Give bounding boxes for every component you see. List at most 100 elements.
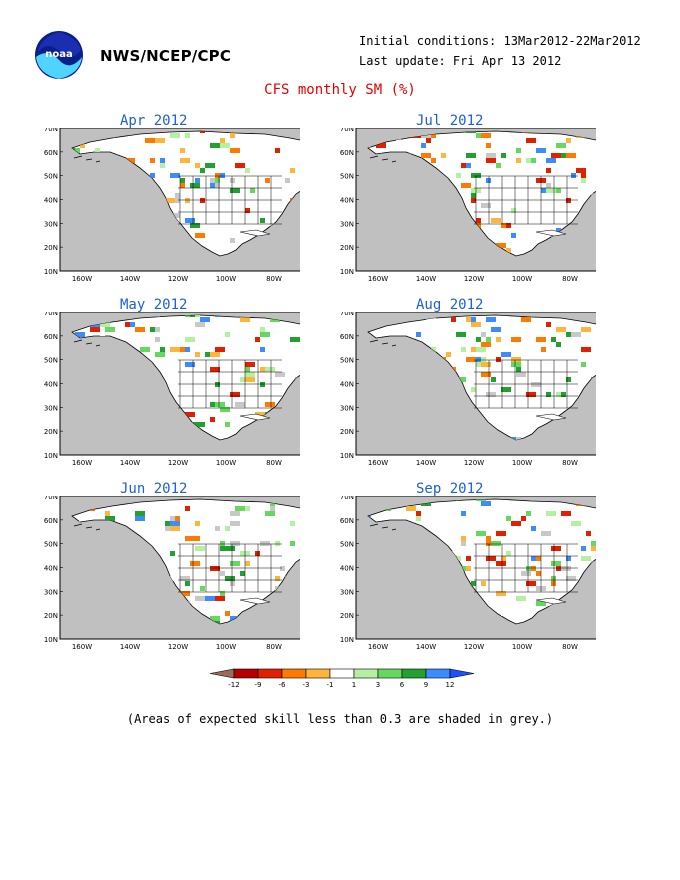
colorbar-swatch [401,668,427,679]
lon-tick-label: 100W [512,459,532,467]
lon-tick-label: 160W [72,275,92,283]
lat-tick-label: 60N [340,517,354,525]
map-panel: Sep 2012 70N 60N 50N 40N 30N 20N 10N 160W 140W 120… [340,481,656,651]
land-area [367,130,596,257]
map-panel: Aug 2012 70N 60N 50N 40N 30N 20N 10N 160W 140W 120… [340,297,656,467]
lon-tick-label: 100W [512,643,532,651]
political-boundaries [178,175,282,225]
lat-tick-label: 70N [340,496,354,501]
lon-tick-label: 80W [562,275,578,283]
lon-tick-label: 120W [464,643,484,651]
land-area [367,498,596,625]
lat-tick-label: 10N [44,636,58,644]
lat-tick-label: 10N [44,452,58,460]
lon-tick-label: 160W [368,459,388,467]
lon-tick-label: 120W [464,459,484,467]
lon-tick-label: 140W [416,459,436,467]
lon-tick-label: 80W [562,459,578,467]
colorbar-swatch [281,668,307,679]
political-boundaries [474,543,578,593]
lat-tick-label: 20N [340,244,354,252]
lat-tick-label: 20N [340,612,354,620]
lon-tick-label: 80W [266,459,282,467]
colorbar-swatch [449,668,475,679]
colorbar-tick-label: -9 [255,681,262,689]
colorbar-swatch [377,668,403,679]
panel-title: May 2012 [120,297,188,313]
lat-tick-label: 50N [44,357,58,365]
political-boundaries [178,359,282,409]
political-boundaries [474,175,578,225]
lon-tick-label: 140W [416,275,436,283]
lon-tick-label: 140W [120,643,140,651]
page-title: CFS monthly SM (%) [264,82,416,98]
lon-tick-label: 160W [368,643,388,651]
colorbar-tick-label: 3 [376,681,380,689]
lat-tick-label: 20N [340,428,354,436]
soil-moisture-map: 70N 60N 50N 40N 30N 20N 10N 160W 140W 120W 100W 80W… [44,496,300,651]
colorbar-tick-label: 9 [424,681,428,689]
panel-title: Apr 2012 [120,113,188,129]
soil-moisture-map: 70N 60N 50N 40N 30N 20N 10N 160W 140W 120W 100W 80W… [340,312,596,467]
colorbar-tick-label: -3 [303,681,310,689]
lat-tick-label: 30N [340,588,354,596]
land-area [71,130,300,257]
lon-tick-label: 120W [168,643,188,651]
lon-tick-label: 100W [512,275,532,283]
colorbar-tick-label: -1 [327,681,334,689]
lat-tick-label: 30N [44,220,58,228]
soil-moisture-map: 70N 60N 50N 40N 30N 20N 10N 160W 140W 120W 100W 80W… [44,128,300,283]
colorbar-tick-label: -12 [228,681,239,689]
panel-title: Aug 2012 [416,297,484,313]
lon-tick-label: 140W [120,275,140,283]
colorbar-swatch [257,668,283,679]
lon-tick-label: 120W [464,275,484,283]
panel-title: Jul 2012 [416,113,484,129]
lon-tick-label: 160W [72,459,92,467]
colorbar-swatch [353,668,379,679]
political-boundaries [178,543,282,593]
colorbar-swatch [209,668,235,679]
lat-tick-label: 50N [340,357,354,365]
lon-tick-label: 140W [416,643,436,651]
initial-conditions: Initial conditions: 13Mar2012-22Mar2012 [359,34,641,48]
colorbar-swatch [425,668,451,679]
lat-tick-label: 60N [340,333,354,341]
lat-tick-label: 70N [44,128,58,133]
map-panel: Apr 2012 70N 60N 50N 40N 30N 20N 10N 160W 140W 120… [44,113,360,283]
lat-tick-label: 30N [340,220,354,228]
lon-tick-label: 80W [266,275,282,283]
map-panel: May 2012 70N 60N 50N 40N 30N 20N 10N 160W 140W 120… [44,297,360,467]
lon-tick-label: 100W [216,459,236,467]
panel-title: Sep 2012 [416,481,484,497]
lat-tick-label: 60N [44,149,58,157]
lat-tick-label: 50N [44,541,58,549]
lat-tick-label: 60N [340,149,354,157]
soil-moisture-map: 70N 60N 50N 40N 30N 20N 10N 160W 140W 120W 100W 80W… [340,496,596,651]
lon-tick-label: 160W [72,643,92,651]
colorbar-tick-label: 1 [352,681,356,689]
panel-title: Jun 2012 [120,481,188,497]
map-panel: Jun 2012 70N 60N 50N 40N 30N 20N 10N 160W 140W 120… [44,481,360,651]
lat-tick-label: 20N [44,428,58,436]
noaa-logo-icon: noaa [35,31,83,79]
colorbar-swatch [233,668,259,679]
lat-tick-label: 70N [340,128,354,133]
org-name: NWS/NCEP/CPC [100,47,232,65]
lat-tick-label: 40N [340,565,354,573]
lat-tick-label: 70N [44,496,58,501]
lat-tick-label: 20N [44,244,58,252]
lat-tick-label: 30N [340,404,354,412]
lon-tick-label: 120W [168,459,188,467]
land-area [71,498,300,625]
colorbar-swatch [305,668,331,679]
land-area [367,314,596,441]
lat-tick-label: 30N [44,404,58,412]
lat-tick-label: 30N [44,588,58,596]
lat-tick-label: 40N [44,381,58,389]
lat-tick-label: 20N [44,612,58,620]
lat-tick-label: 50N [44,173,58,181]
lon-tick-label: 140W [120,459,140,467]
lon-tick-label: 80W [562,643,578,651]
colorbar-swatch [329,668,355,679]
